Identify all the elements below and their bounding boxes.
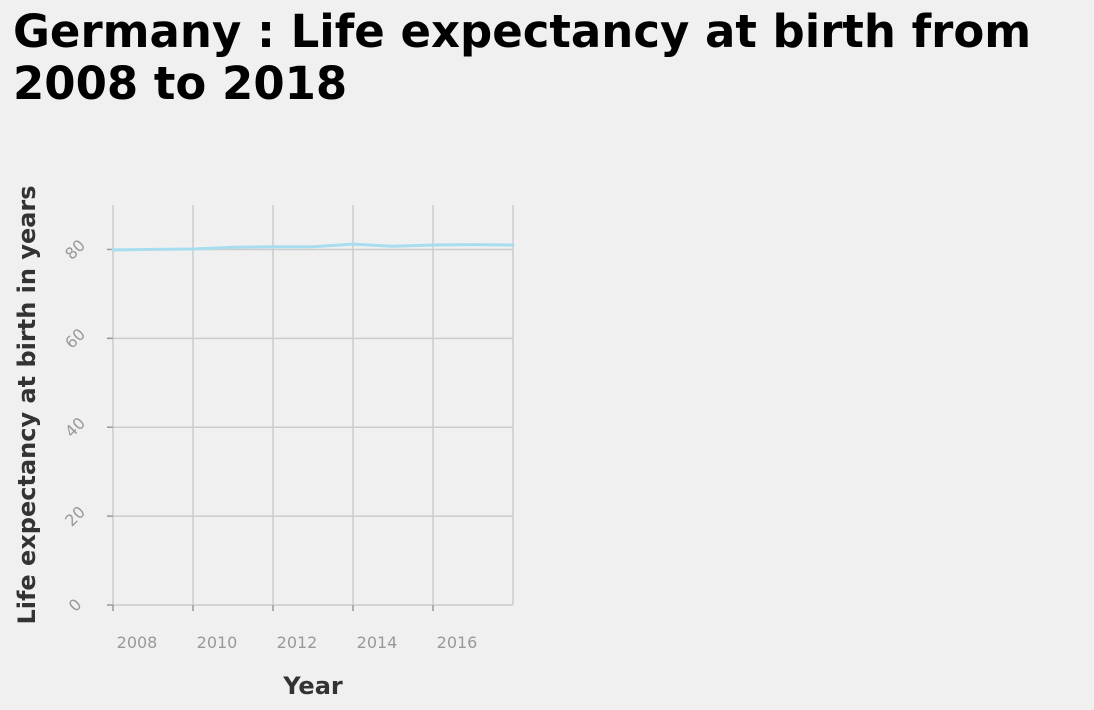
chart-title: Germany : Life expectancy at birth from … — [13, 5, 1032, 110]
x-tick-label: 2010 — [197, 633, 238, 652]
y-tick-label: 40 — [61, 413, 89, 441]
y-axis-title: Life expectancy at birth in years — [13, 185, 41, 624]
series-line — [111, 242, 515, 252]
y-tick-label: 60 — [61, 325, 89, 353]
grid — [112, 205, 514, 606]
series-layer — [111, 242, 515, 252]
y-axis: 0 20 40 60 80 — [61, 236, 113, 616]
y-tick-label: 20 — [61, 502, 89, 530]
x-tick-label: 2014 — [357, 633, 398, 652]
x-tick-label: 2008 — [117, 633, 158, 652]
y-tick-label: 80 — [61, 236, 89, 264]
y-tick-label: 0 — [65, 595, 86, 616]
x-axis-title: Year — [282, 672, 343, 700]
x-tick-label: 2016 — [437, 633, 478, 652]
x-axis: 2008 2010 2012 2014 2016 — [112, 605, 478, 652]
x-tick-label: 2012 — [277, 633, 318, 652]
